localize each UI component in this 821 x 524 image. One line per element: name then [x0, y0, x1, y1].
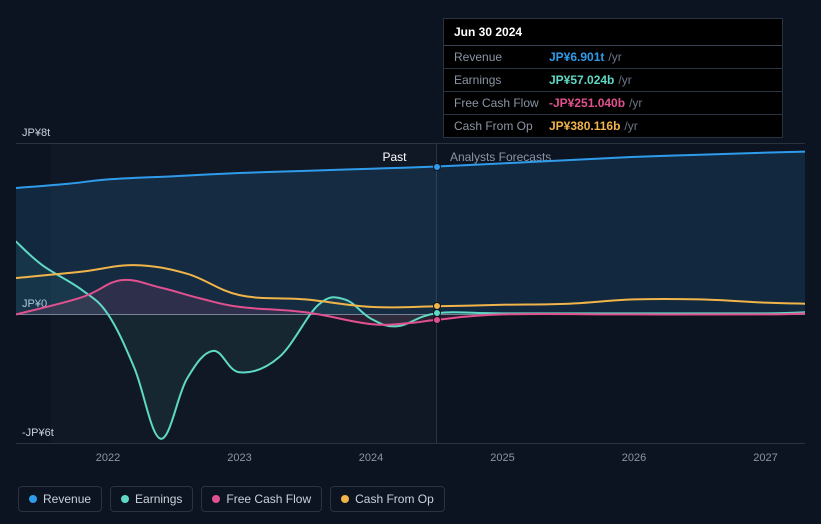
gridline-h [16, 443, 805, 444]
tooltip-row-unit: /yr [608, 50, 621, 64]
legend-label: Revenue [43, 492, 91, 506]
legend-dot [121, 495, 129, 503]
legend-item-earnings[interactable]: Earnings [110, 486, 193, 512]
tooltip-row-value: JP¥6.901t [549, 50, 604, 64]
tooltip-row: RevenueJP¥6.901t/yr [444, 46, 782, 69]
legend-label: Cash From Op [355, 492, 434, 506]
tooltip-row: Free Cash Flow-JP¥251.040b/yr [444, 92, 782, 115]
legend-item-fcf[interactable]: Free Cash Flow [201, 486, 322, 512]
legend-item-revenue[interactable]: Revenue [18, 486, 102, 512]
legend-dot [212, 495, 220, 503]
legend-dot [341, 495, 349, 503]
tooltip: Jun 30 2024RevenueJP¥6.901t/yrEarningsJP… [443, 18, 783, 138]
legend-item-cfo[interactable]: Cash From Op [330, 486, 445, 512]
tooltip-row-value: JP¥380.116b [549, 119, 620, 133]
x-axis-label: 2024 [359, 452, 383, 464]
tooltip-row: Cash From OpJP¥380.116b/yr [444, 115, 782, 137]
tooltip-date: Jun 30 2024 [444, 19, 782, 46]
tooltip-row-label: Free Cash Flow [454, 96, 549, 110]
legend-dot [29, 495, 37, 503]
x-axis-label: 2026 [622, 452, 646, 464]
tooltip-row-value: -JP¥251.040b [549, 96, 625, 110]
y-axis-label: JP¥8t [22, 127, 50, 139]
tooltip-row-unit: /yr [624, 119, 637, 133]
x-axis-label: 2023 [227, 452, 251, 464]
legend: Revenue Earnings Free Cash Flow Cash From O… [18, 486, 445, 512]
legend-label: Free Cash Flow [226, 492, 311, 506]
tooltip-row-value: JP¥57.024b [549, 73, 614, 87]
x-axis-label: 2025 [490, 452, 514, 464]
tooltip-row: EarningsJP¥57.024b/yr [444, 69, 782, 92]
marker-fcf [433, 316, 441, 324]
legend-label: Earnings [135, 492, 182, 506]
tooltip-row-label: Revenue [454, 50, 549, 64]
x-axis-label: 2027 [753, 452, 777, 464]
marker-revenue [433, 163, 441, 171]
tooltip-row-label: Earnings [454, 73, 549, 87]
tooltip-row-unit: /yr [629, 96, 642, 110]
tooltip-row-unit: /yr [618, 73, 631, 87]
chart-svg [16, 143, 805, 443]
x-axis-label: 2022 [96, 452, 120, 464]
tooltip-row-label: Cash From Op [454, 119, 549, 133]
